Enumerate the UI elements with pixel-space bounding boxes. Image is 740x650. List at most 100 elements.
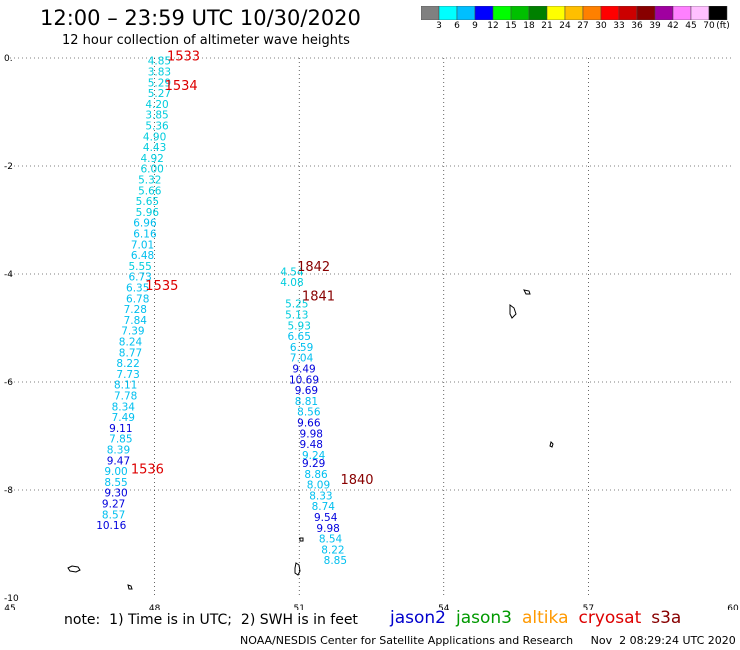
y-tick-label: -2 (4, 162, 13, 172)
swh-value: 9.30 (104, 488, 127, 500)
swh-value: 5.65 (136, 196, 159, 208)
colorbar-label: 18 (523, 21, 535, 31)
swh-value: 7.84 (124, 315, 148, 327)
colorbar-label: 42 (667, 21, 679, 31)
swh-value: 8.85 (324, 555, 347, 567)
altimeter-plot: 45 48 51 54 57 600.-2-4-6-8-104.853.835.295.2… (4, 49, 739, 610)
swh-value: 8.86 (304, 469, 328, 481)
swh-value: 5.55 (128, 261, 151, 273)
y-tick-label: -4 (4, 270, 13, 280)
pass-time-label: 1534 (165, 79, 198, 94)
swh-value: 5.36 (145, 121, 169, 133)
swh-value: 6.96 (133, 218, 157, 230)
swh-value: 9.29 (302, 458, 325, 470)
swh-value: 6.16 (133, 229, 157, 241)
colorbar-label: 6 (454, 21, 460, 31)
swh-value: 7.78 (114, 391, 137, 403)
colorbar-label: 39 (649, 21, 661, 31)
swh-value: 4.54 (280, 266, 304, 278)
swh-value: 7.39 (121, 326, 144, 338)
swh-value: 4.43 (143, 142, 166, 154)
x-tick-label: 57 (583, 604, 594, 610)
x-tick-label: 60 (727, 604, 739, 610)
swh-value: 6.48 (131, 250, 154, 262)
colorbar-label: 27 (577, 21, 589, 31)
chart-title: 12:00 – 23:59 UTC 10/30/2020 (40, 6, 361, 30)
colorbar-label: 9 (472, 21, 478, 31)
swh-value: 8.57 (102, 509, 125, 521)
swh-value: 6.35 (126, 283, 149, 295)
swh-value: 8.81 (295, 396, 318, 408)
colorbar-label: 12 (487, 21, 499, 31)
swh-value: 8.09 (307, 480, 330, 492)
swh-value: 9.54 (314, 512, 338, 524)
swh-value: 8.39 (107, 445, 130, 457)
swh-value: 5.96 (136, 207, 160, 219)
legend-item-jason2: jason2 (390, 608, 446, 628)
colorbar-swatch (708, 6, 728, 20)
swh-value: 4.08 (280, 277, 303, 289)
swh-value: 4.20 (145, 99, 168, 111)
swh-value: 8.22 (321, 544, 344, 556)
land-outline (294, 562, 301, 576)
chart-subtitle: 12 hour collection of altimeter wave hei… (62, 33, 350, 48)
colorbar-label: 24 (559, 21, 571, 31)
land-outline (509, 304, 517, 319)
swh-value: 9.98 (316, 523, 339, 535)
colorbar-label: 30 (595, 21, 607, 31)
land-outline (549, 441, 554, 448)
swh-value: 5.93 (288, 320, 311, 332)
swh-value: 4.90 (143, 131, 166, 143)
swh-value: 6.00 (140, 164, 163, 176)
legend-item-cryosat: cryosat (578, 608, 642, 628)
swh-value: 5.66 (138, 185, 162, 197)
swh-value: 4.92 (140, 153, 163, 165)
swh-value: 8.54 (319, 534, 343, 546)
land-outline (523, 289, 531, 295)
swh-value: 8.74 (312, 501, 336, 513)
swh-value: 9.66 (297, 418, 321, 430)
swh-value: 7.73 (116, 369, 139, 381)
x-tick-label: 45 (4, 604, 15, 610)
legend-item-jason3: jason3 (456, 608, 512, 628)
swh-value: 6.59 (290, 342, 313, 354)
x-tick-label: 54 (438, 604, 450, 610)
pass-time-label: 1842 (297, 260, 330, 275)
satellite-legend: jason2 jason3 altika cryosat s3a (390, 608, 691, 628)
swh-value: 7.85 (109, 434, 132, 446)
colorbar-label: 33 (613, 21, 625, 31)
colorbar-label: 70 (703, 21, 715, 31)
colorbar-label: 21 (541, 21, 553, 31)
y-tick-label: -10 (4, 594, 19, 604)
pass-time-label: 1536 (131, 462, 164, 477)
legend-item-s3a: s3a (651, 608, 682, 628)
swh-value: 10.69 (289, 374, 319, 386)
swh-value: 6.65 (288, 331, 311, 343)
swh-value: 8.24 (119, 337, 143, 349)
swh-value: 5.13 (285, 310, 308, 322)
swh-value: 9.48 (300, 439, 323, 451)
swh-value: 8.55 (104, 477, 127, 489)
swh-value: 9.49 (292, 364, 315, 376)
note-text: note: 1) Time is in UTC; 2) SWH is in fe… (64, 612, 358, 628)
swh-value: 9.47 (107, 455, 130, 467)
swh-value: 7.01 (131, 239, 154, 251)
swh-value: 6.73 (128, 272, 151, 284)
land-outline (127, 584, 133, 590)
land-outline (67, 565, 81, 573)
pass-time-label: 1840 (340, 473, 373, 488)
colorbar-labels: 3 6 9 12 15 18 21 24 27 30 33 36 39 42 45 70 (ft) (421, 21, 736, 35)
swh-value: 10.16 (96, 520, 126, 532)
colorbar-label: 45 (685, 21, 697, 31)
colorbar-label: 15 (505, 21, 517, 31)
swh-value: 7.04 (290, 353, 314, 365)
swh-value: 8.22 (116, 358, 139, 370)
swh-value: 9.69 (295, 385, 318, 397)
swh-value: 9.24 (302, 450, 326, 462)
swh-value: 6.78 (126, 293, 149, 305)
swh-value: 4.85 (148, 56, 171, 68)
swh-value: 3.83 (148, 67, 171, 79)
pass-time-label: 1533 (167, 49, 200, 64)
swh-value: 8.56 (297, 407, 321, 419)
colorbar-unit: (ft) (716, 21, 730, 31)
